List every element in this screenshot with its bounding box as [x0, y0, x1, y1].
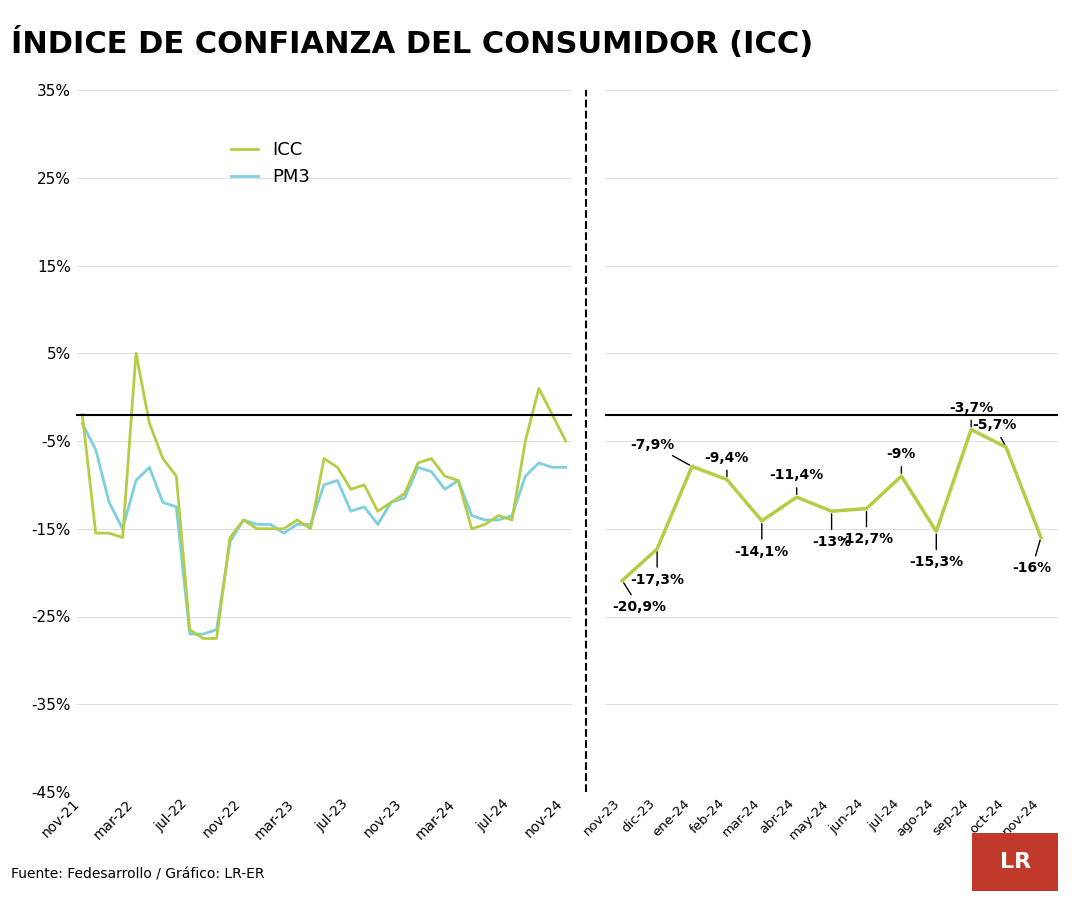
- Text: -13%: -13%: [812, 514, 851, 549]
- Text: -12,7%: -12,7%: [839, 511, 893, 546]
- Text: -17,3%: -17,3%: [630, 552, 684, 587]
- Text: -9,4%: -9,4%: [705, 451, 750, 477]
- Text: -20,9%: -20,9%: [611, 583, 665, 614]
- Text: Fuente: Fedesarrollo / Gráfico: LR-ER: Fuente: Fedesarrollo / Gráfico: LR-ER: [11, 868, 265, 882]
- Text: -3,7%: -3,7%: [949, 400, 994, 427]
- Text: -9%: -9%: [887, 447, 916, 473]
- Text: ÍNDICE DE CONFIANZA DEL CONSUMIDOR (ICC): ÍNDICE DE CONFIANZA DEL CONSUMIDOR (ICC): [11, 27, 813, 59]
- Legend: ICC, PM3: ICC, PM3: [224, 134, 318, 194]
- Text: -7,9%: -7,9%: [631, 437, 690, 465]
- Text: -11,4%: -11,4%: [770, 468, 824, 494]
- Text: -16%: -16%: [1012, 540, 1052, 575]
- Text: LR: LR: [1000, 851, 1030, 872]
- Text: -5,7%: -5,7%: [972, 418, 1016, 445]
- Text: -14,1%: -14,1%: [734, 524, 789, 559]
- Text: -15,3%: -15,3%: [909, 535, 963, 569]
